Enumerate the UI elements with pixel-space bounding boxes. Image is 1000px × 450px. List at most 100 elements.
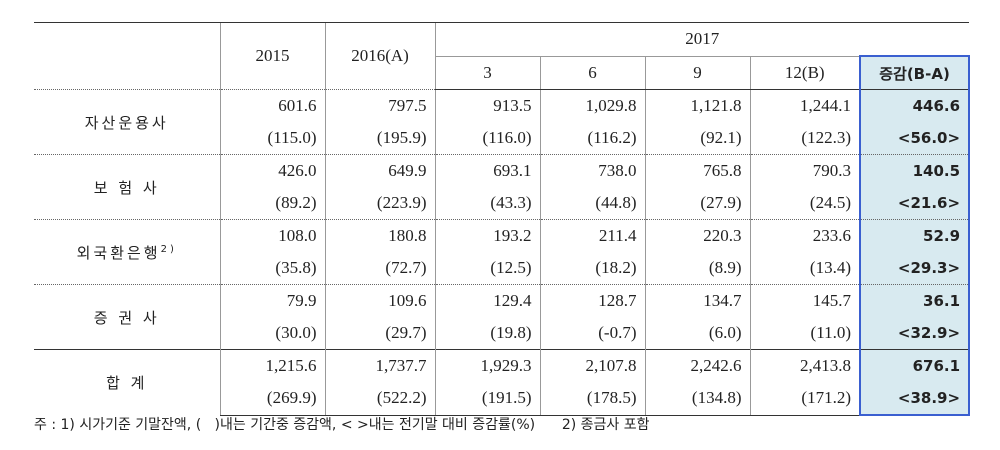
value-cell: 790.3	[749, 154, 860, 187]
year-header: 2016(A)	[324, 22, 435, 90]
value-cell: 649.9	[324, 154, 435, 187]
value-cell: 2,107.8	[539, 349, 645, 382]
value-cell: 797.5	[324, 89, 435, 122]
value-cell: 52.9	[858, 219, 971, 252]
row: (269.9) (522.2) (191.5) (178.5) (134.8) (171.…	[34, 382, 971, 416]
row: 자산운용사 601.6 797.5 913.5 1,029.8 1,121.8 1,244.…	[34, 89, 971, 155]
change-header: 증감(B-A)	[858, 55, 971, 90]
month-header: 3	[434, 55, 540, 90]
row: 외국환은행2) 108.0 180.8 193.2 211.4 220.3 233.6 52.…	[34, 219, 971, 285]
change-cell: (171.2)	[749, 382, 860, 416]
year-header: 2017	[434, 22, 970, 56]
row: 증 권 사 79.9 109.6 129.4 128.7 134.7 145.7 36.1	[34, 284, 971, 350]
data-table: 2015 2016(A) 2017 3 6 9 12(B) 증감(B-A) 자산…	[34, 22, 971, 416]
row-label: 증 권 사	[34, 284, 220, 350]
value-cell: 108.0	[219, 219, 325, 252]
value-cell: 2,242.6	[644, 349, 750, 382]
change-cell: (44.8)	[539, 187, 645, 220]
table-body: 자산운용사 601.6 797.5 913.5 1,029.8 1,121.8 1,244.…	[34, 89, 971, 416]
year-header: 2015	[219, 22, 325, 90]
change-cell: (269.9)	[219, 382, 325, 416]
change-cell: (24.5)	[749, 187, 860, 220]
change-cell: (27.9)	[644, 187, 750, 220]
change-cell: (8.9)	[644, 252, 750, 285]
row-label: 자산운용사	[34, 89, 220, 155]
footnote-1: 주 : 1) 시가기준 기말잔액, ( )내는 기간중 증감액, < >내는 전…	[34, 417, 536, 433]
change-cell: (89.2)	[219, 187, 325, 220]
change-cell: (13.4)	[749, 252, 860, 285]
change-cell: (178.5)	[539, 382, 645, 416]
value-cell: 220.3	[644, 219, 750, 252]
footnote: 주 : 1) 시가기준 기말잔액, ( )내는 기간중 증감액, < >내는 전…	[34, 414, 649, 434]
change-cell: (35.8)	[219, 252, 325, 285]
change-cell: (29.7)	[324, 317, 435, 350]
row-label: 합 계	[34, 349, 220, 415]
value-cell: 140.5	[858, 154, 971, 187]
footnote-2: 2) 종금사 포함	[561, 417, 650, 433]
change-cell: (223.9)	[324, 187, 435, 220]
value-cell: 1,215.6	[219, 349, 325, 382]
value-cell: 193.2	[434, 219, 540, 252]
row: (115.0) (195.9) (116.0) (116.2) (92.1) (122.3…	[34, 122, 971, 155]
change-cell: (116.2)	[539, 122, 645, 155]
month-header: 6	[539, 55, 645, 90]
corner	[34, 22, 220, 90]
value-cell: 601.6	[219, 89, 325, 122]
row: (30.0) (29.7) (19.8) (-0.7) (6.0) (11.0) <32.9…	[34, 317, 971, 350]
change-cell: (-0.7)	[539, 317, 645, 350]
value-cell: 676.1	[858, 349, 971, 382]
change-cell: (6.0)	[644, 317, 750, 350]
row-label-text: 합 계	[106, 374, 148, 392]
change-cell: (115.0)	[219, 122, 325, 155]
change-cell: <32.9>	[858, 317, 971, 350]
change-cell: (18.2)	[539, 252, 645, 285]
change-cell: (195.9)	[324, 122, 435, 155]
change-cell: (19.8)	[434, 317, 540, 350]
change-cell: <21.6>	[858, 187, 971, 220]
change-cell: (134.8)	[644, 382, 750, 416]
value-cell: 36.1	[858, 284, 971, 317]
change-cell: <38.9>	[858, 382, 971, 416]
change-cell: (522.2)	[324, 382, 435, 416]
value-cell: 1,737.7	[324, 349, 435, 382]
month-header: 9	[644, 55, 750, 90]
value-cell: 211.4	[539, 219, 645, 252]
value-cell: 765.8	[644, 154, 750, 187]
row: 합 계 1,215.6 1,737.7 1,929.3 2,107.8 2,242.6 2,…	[34, 349, 971, 415]
value-cell: 128.7	[539, 284, 645, 317]
value-cell: 1,244.1	[749, 89, 860, 122]
row: (89.2) (223.9) (43.3) (44.8) (27.9) (24.5) <21…	[34, 187, 971, 220]
change-cell: (72.7)	[324, 252, 435, 285]
change-cell: (43.3)	[434, 187, 540, 220]
change-cell: (11.0)	[749, 317, 860, 350]
value-cell: 913.5	[434, 89, 540, 122]
row: 보 험 사 426.0 649.9 693.1 738.0 765.8 790.3 140.5	[34, 154, 971, 220]
value-cell: 446.6	[858, 89, 971, 122]
change-cell: (122.3)	[749, 122, 860, 155]
row-label-text: 증 권 사	[93, 308, 160, 327]
row-label-text: 외국환은행	[76, 243, 161, 262]
row-label-text: 보 험 사	[93, 178, 160, 197]
month-header: 12(B)	[749, 55, 860, 90]
value-cell: 738.0	[539, 154, 645, 187]
value-cell: 1,121.8	[644, 89, 750, 122]
value-cell: 145.7	[749, 284, 860, 317]
change-cell: <29.3>	[858, 252, 971, 285]
value-cell: 693.1	[434, 154, 540, 187]
value-cell: 2,413.8	[749, 349, 860, 382]
change-cell: (116.0)	[434, 122, 540, 155]
change-cell: (12.5)	[434, 252, 540, 285]
row-label: 외국환은행2)	[34, 219, 220, 285]
value-cell: 180.8	[324, 219, 435, 252]
row-label-note: 2)	[160, 243, 177, 255]
table-wrap: 2015 2016(A) 2017 3 6 9 12(B) 증감(B-A) 자산…	[34, 22, 971, 416]
row-label: 보 험 사	[34, 154, 220, 220]
change-cell: (191.5)	[434, 382, 540, 416]
value-cell: 129.4	[434, 284, 540, 317]
value-cell: 233.6	[749, 219, 860, 252]
change-cell: (92.1)	[644, 122, 750, 155]
change-cell: (30.0)	[219, 317, 325, 350]
value-cell: 134.7	[644, 284, 750, 317]
row: (35.8) (72.7) (12.5) (18.2) (8.9) (13.4) <29.3…	[34, 252, 971, 285]
